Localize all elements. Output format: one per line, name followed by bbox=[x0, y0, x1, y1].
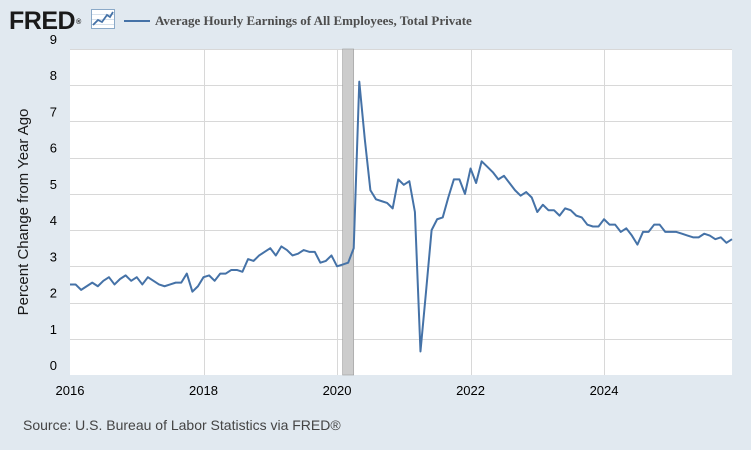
plot-background bbox=[70, 49, 732, 375]
recession-shading bbox=[342, 48, 355, 376]
chart-legend: Average Hourly Earnings of All Employees… bbox=[124, 12, 472, 30]
fred-logo-text: FRED bbox=[9, 7, 76, 35]
x-tick-label: 2020 bbox=[323, 383, 352, 398]
y-tick-label: 5 bbox=[50, 177, 57, 192]
grid-lines bbox=[70, 49, 732, 375]
registered-mark: ® bbox=[76, 19, 81, 26]
y-tick-label: 6 bbox=[50, 141, 57, 156]
y-tick-label: 3 bbox=[50, 249, 57, 264]
y-tick-label: 9 bbox=[50, 32, 57, 47]
x-tick-label: 2018 bbox=[189, 383, 218, 398]
source-note: Source: U.S. Bureau of Labor Statistics … bbox=[23, 417, 341, 433]
x-tick-label: 2024 bbox=[590, 383, 619, 398]
x-tick-label: 2016 bbox=[56, 383, 85, 398]
y-tick-label: 8 bbox=[50, 68, 57, 83]
y-tick-label: 1 bbox=[50, 322, 57, 337]
legend-label: Average Hourly Earnings of All Employees… bbox=[155, 13, 472, 28]
x-axis-ticks: 2016 2018 2020 2022 2024 bbox=[56, 383, 619, 398]
y-tick-label: 0 bbox=[50, 358, 57, 373]
y-tick-label: 2 bbox=[50, 286, 57, 301]
y-axis-title: Percent Change from Year Ago bbox=[15, 109, 32, 316]
series-line[interactable] bbox=[70, 80, 733, 353]
line-chart-icon bbox=[91, 9, 115, 29]
x-tick-label: 2022 bbox=[456, 383, 485, 398]
series-layer bbox=[70, 80, 733, 353]
y-tick-label: 7 bbox=[50, 104, 57, 119]
y-tick-label: 4 bbox=[50, 213, 57, 228]
recession-bar bbox=[342, 48, 355, 376]
y-axis-ticks: 0 1 2 3 4 5 6 7 8 9 bbox=[50, 32, 57, 373]
legend-swatch bbox=[124, 20, 150, 22]
fred-logo[interactable]: FRED® bbox=[9, 7, 81, 35]
